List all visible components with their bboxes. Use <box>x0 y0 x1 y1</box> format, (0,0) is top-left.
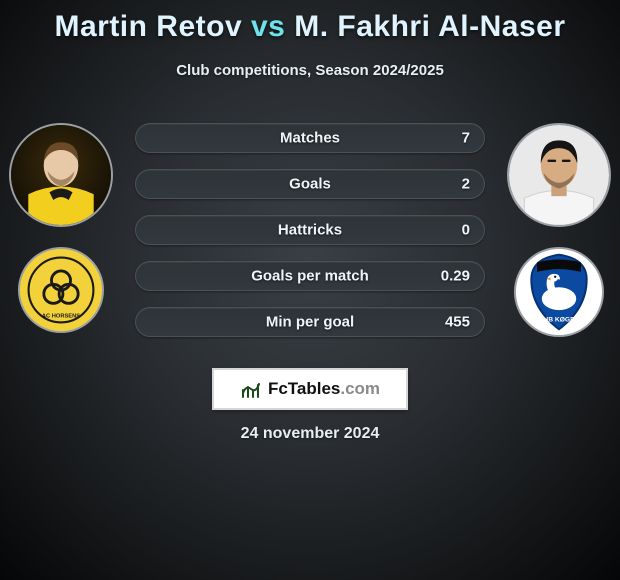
club1-badge: AC HORSENS <box>18 247 104 333</box>
stat-value: 0.29 <box>441 268 470 285</box>
stat-value: 0 <box>462 222 470 239</box>
stat-label: Hattricks <box>278 222 342 239</box>
date-text: 24 november 2024 <box>241 425 380 443</box>
player1-photo <box>9 123 113 227</box>
stat-row-hattricks: Hattricks 0 <box>135 215 485 245</box>
stat-label: Goals per match <box>251 268 369 285</box>
brand-plate: FcTables.com <box>212 368 408 410</box>
stat-value: 7 <box>462 130 470 147</box>
stats-list: Matches 7 Goals 2 Hattricks 0 Goals per … <box>135 123 485 337</box>
stat-row-goals: Goals 2 <box>135 169 485 199</box>
comparison-title: Martin Retov vs M. Fakhri Al-Naser <box>0 0 620 44</box>
club1-badge-svg: AC HORSENS <box>20 249 102 331</box>
brand-text: FcTables.com <box>268 379 380 399</box>
brand-suffix: .com <box>340 379 380 398</box>
stat-label: Goals <box>289 176 331 193</box>
player2-photo <box>507 123 611 227</box>
stat-value: 2 <box>462 176 470 193</box>
right-column: HB KØGE <box>504 123 614 337</box>
svg-text:AC HORSENS: AC HORSENS <box>42 314 80 320</box>
stat-label: Min per goal <box>266 314 354 331</box>
player2-photo-svg <box>509 125 609 225</box>
player1-photo-svg <box>11 125 111 225</box>
stat-row-matches: Matches 7 <box>135 123 485 153</box>
subtitle: Club competitions, Season 2024/2025 <box>0 62 620 79</box>
stat-row-goals-per-match: Goals per match 0.29 <box>135 261 485 291</box>
brand-logo-icon <box>240 378 262 400</box>
stat-value: 455 <box>445 314 470 331</box>
brand-name: FcTables <box>268 379 340 398</box>
club2-badge-svg: HB KØGE <box>516 249 602 335</box>
club2-badge: HB KØGE <box>514 247 604 337</box>
left-column: AC HORSENS <box>6 123 116 333</box>
player2-name: M. Fakhri Al-Naser <box>294 10 565 43</box>
svg-text:HB KØGE: HB KØGE <box>543 317 575 324</box>
vs-text: vs <box>251 10 285 43</box>
stat-label: Matches <box>280 130 340 147</box>
player1-name: Martin Retov <box>54 10 242 43</box>
stat-row-min-per-goal: Min per goal 455 <box>135 307 485 337</box>
